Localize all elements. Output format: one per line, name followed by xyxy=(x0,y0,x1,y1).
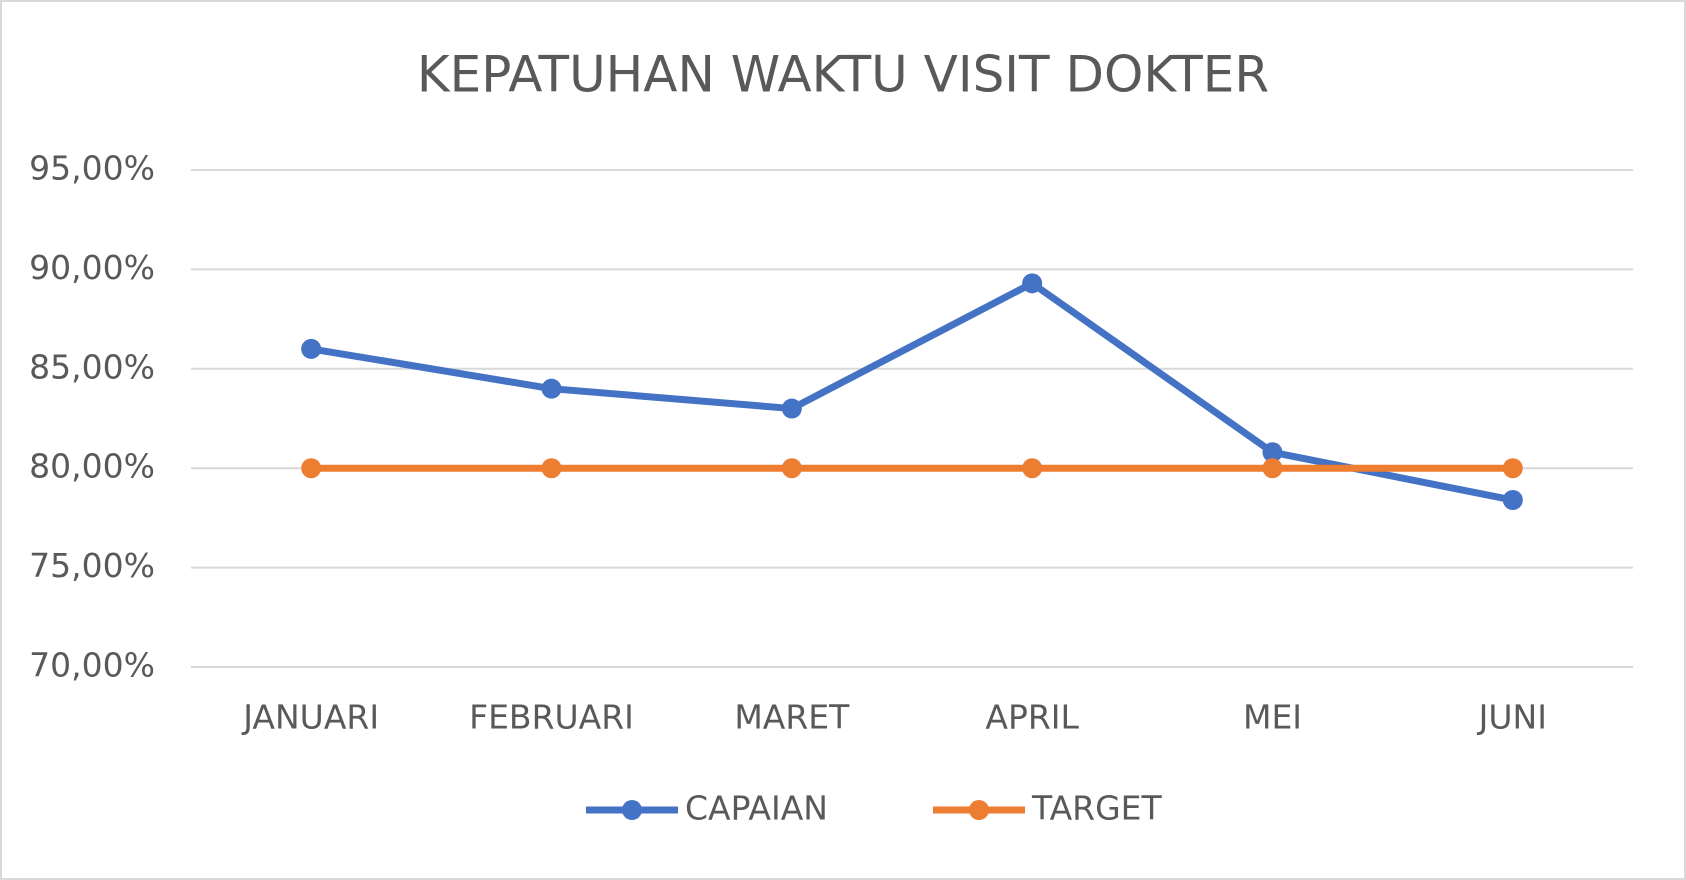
point-marker xyxy=(1262,458,1283,479)
series-line xyxy=(310,279,1514,504)
legend-marker xyxy=(622,800,642,820)
chart-title: KEPATUHAN WAKTU VISIT DOKTER xyxy=(417,46,1269,104)
point-marker xyxy=(781,458,802,479)
legend-label: TARGET xyxy=(1031,789,1163,828)
y-tick-label: 90,00% xyxy=(29,248,155,287)
x-tick-label: JUNI xyxy=(1477,698,1547,737)
y-tick-label: 75,00% xyxy=(29,546,155,585)
x-tick-label: MEI xyxy=(1243,698,1302,737)
point-marker xyxy=(301,338,322,359)
point-marker xyxy=(1022,273,1043,294)
point-marker xyxy=(541,378,562,399)
x-tick-label: FEBRUARI xyxy=(469,698,634,737)
legend-label: CAPAIAN xyxy=(685,789,828,828)
point-marker xyxy=(1502,458,1523,479)
point-marker xyxy=(1022,458,1043,479)
x-tick-label: MARET xyxy=(734,698,850,737)
x-tick-label: APRIL xyxy=(985,698,1079,737)
point-marker xyxy=(1262,442,1283,463)
y-tick-label: 85,00% xyxy=(29,347,155,386)
point-marker xyxy=(301,458,322,479)
x-tick-label: JANUARI xyxy=(241,698,379,737)
y-tick-label: 80,00% xyxy=(29,447,155,486)
legend-marker xyxy=(968,800,989,820)
y-tick-label: 95,00% xyxy=(29,149,155,188)
point-marker xyxy=(1502,490,1523,511)
y-tick-label: 70,00% xyxy=(29,646,155,685)
point-marker xyxy=(781,398,802,419)
point-marker xyxy=(541,458,562,479)
